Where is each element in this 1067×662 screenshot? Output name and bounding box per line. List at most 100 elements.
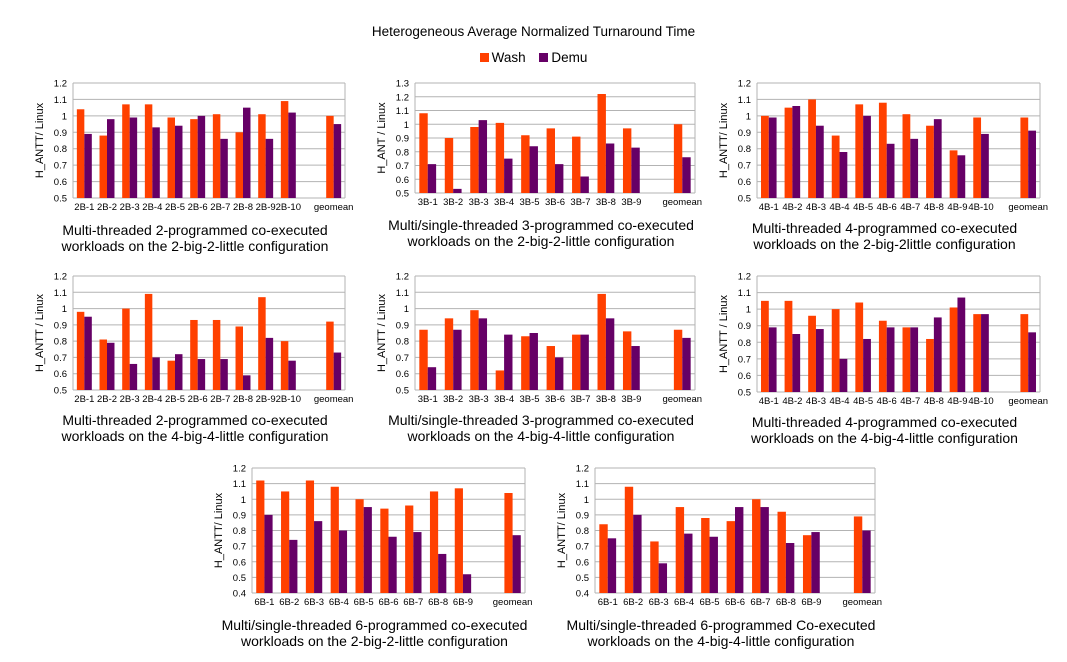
- y-tick-label: 0.7: [54, 161, 67, 172]
- bar-demu: [243, 375, 251, 390]
- bar-demu: [607, 538, 617, 593]
- y-tick-label: 0.7: [233, 542, 246, 553]
- bar-demu: [1028, 130, 1036, 198]
- bar-demu: [333, 352, 342, 390]
- x-tick-label: 4B-1: [759, 202, 779, 213]
- bar-demu: [792, 106, 801, 198]
- bar-demu: [815, 125, 824, 198]
- x-tick-label: geomean: [662, 394, 702, 405]
- x-tick-label: 2B-4: [142, 394, 162, 405]
- bar-wash: [622, 331, 632, 390]
- x-tick-label: 2B-9: [256, 394, 276, 405]
- bar-wash: [784, 300, 793, 392]
- bar-demu: [152, 357, 160, 390]
- chart-caption: Multi-threaded 4-programmed co-executed: [752, 220, 1017, 236]
- bar-wash: [855, 104, 864, 198]
- bar-demu: [605, 318, 615, 390]
- chart-panel-8: 0.4 0.5 0.6 0.7 0.8 0.9 1 1.1 1.2 H_ANTT/ Linux 6B…: [556, 464, 882, 650]
- x-tick-label: 6B-8: [776, 597, 796, 608]
- bar-wash: [949, 150, 958, 198]
- bar-wash: [675, 507, 685, 593]
- bar-wash: [235, 132, 243, 198]
- y-tick-label: 0.8: [396, 147, 409, 158]
- bar-wash: [701, 518, 710, 593]
- y-tick-label: 1.1: [54, 288, 67, 299]
- bar-wash: [546, 128, 555, 193]
- y-axis-label: H_ANTT/ Linux: [718, 102, 730, 178]
- bar-demu: [760, 507, 769, 593]
- y-tick-label: 0.8: [54, 144, 67, 155]
- x-tick-label: 2B-7: [210, 202, 230, 213]
- bar-wash: [572, 334, 581, 390]
- x-tick-label: 4B-4: [830, 202, 850, 213]
- bar-wash: [572, 136, 581, 193]
- bar-wash: [853, 516, 863, 593]
- bar-demu: [863, 115, 871, 198]
- x-tick-label: 2B-2: [97, 202, 117, 213]
- bar-wash: [495, 370, 505, 390]
- chart-caption: workloads on the 2-big-2-little configur…: [61, 238, 329, 254]
- x-tick-label: 6B-5: [354, 597, 374, 608]
- x-tick-label: 2B-10: [276, 202, 301, 213]
- bar-wash: [902, 114, 911, 198]
- bar-wash: [973, 314, 982, 392]
- x-tick-label: 4B-2: [782, 396, 802, 407]
- x-tick-label: 6B-1: [598, 597, 618, 608]
- chart-caption: workloads on the 4-big-4-little configur…: [750, 430, 1018, 446]
- y-tick-label: 1: [404, 304, 409, 315]
- y-tick-label: 0.6: [396, 175, 409, 186]
- x-tick-label: 2B-7: [210, 394, 230, 405]
- y-axis-label: H_ANTT / Linux: [34, 293, 46, 372]
- bar-wash: [878, 320, 887, 392]
- x-tick-label: geomean: [1008, 202, 1048, 213]
- bar-wash: [802, 535, 812, 593]
- bar-wash: [597, 293, 606, 390]
- y-tick-label: 1.1: [576, 479, 589, 490]
- y-tick-label: 0.8: [54, 337, 67, 348]
- bar-wash: [326, 115, 334, 198]
- bar-demu: [453, 188, 462, 193]
- bar-demu: [462, 574, 472, 593]
- y-axis-label: H_ANTT/ Linux: [34, 102, 46, 178]
- x-tick-label: 3B-6: [545, 197, 565, 208]
- y-tick-label: 0.5: [396, 189, 409, 200]
- bar-wash: [784, 107, 793, 198]
- bar-wash: [650, 541, 659, 593]
- bar-demu: [504, 334, 513, 390]
- bar-demu: [107, 342, 115, 390]
- chart-caption: Multi/single-threaded 6-programmed Co-ex…: [567, 617, 876, 633]
- bar-wash: [777, 511, 786, 593]
- bar-wash: [258, 114, 266, 198]
- bar-wash: [599, 524, 608, 593]
- bar-demu: [910, 327, 919, 392]
- x-tick-label: 6B-3: [304, 597, 324, 608]
- bar-wash: [726, 521, 735, 593]
- y-tick-label: 1.2: [54, 272, 67, 283]
- x-tick-label: 3B-5: [520, 394, 540, 405]
- bar-demu: [197, 359, 206, 390]
- y-axis-label: H_ANTT / Linux: [718, 294, 730, 373]
- bar-demu: [504, 158, 513, 193]
- bar-wash: [76, 109, 85, 198]
- x-tick-label: geomean: [662, 197, 702, 208]
- y-tick-label: 1.2: [738, 79, 751, 90]
- x-tick-label: 3B-1: [418, 394, 438, 405]
- x-tick-label: 6B-8: [428, 597, 448, 608]
- bar-demu: [631, 346, 640, 390]
- bar-demu: [288, 112, 296, 198]
- bar-wash: [926, 338, 934, 392]
- x-tick-label: 3B-4: [494, 197, 514, 208]
- y-tick-label: 0.7: [396, 161, 409, 172]
- bar-demu: [413, 532, 422, 593]
- y-tick-label: 0.9: [738, 321, 751, 332]
- x-tick-label: 2B-1: [74, 202, 94, 213]
- bar-demu: [265, 337, 274, 390]
- bar-demu: [175, 125, 183, 198]
- x-tick-label: 4B-8: [924, 396, 944, 407]
- x-tick-label: 6B-3: [649, 597, 669, 608]
- legend-item-wash: Wash: [479, 50, 526, 65]
- bar-wash: [808, 99, 816, 198]
- x-tick-label: 3B-3: [469, 197, 489, 208]
- bar-demu: [427, 367, 437, 390]
- y-tick-label: 0.5: [738, 194, 751, 205]
